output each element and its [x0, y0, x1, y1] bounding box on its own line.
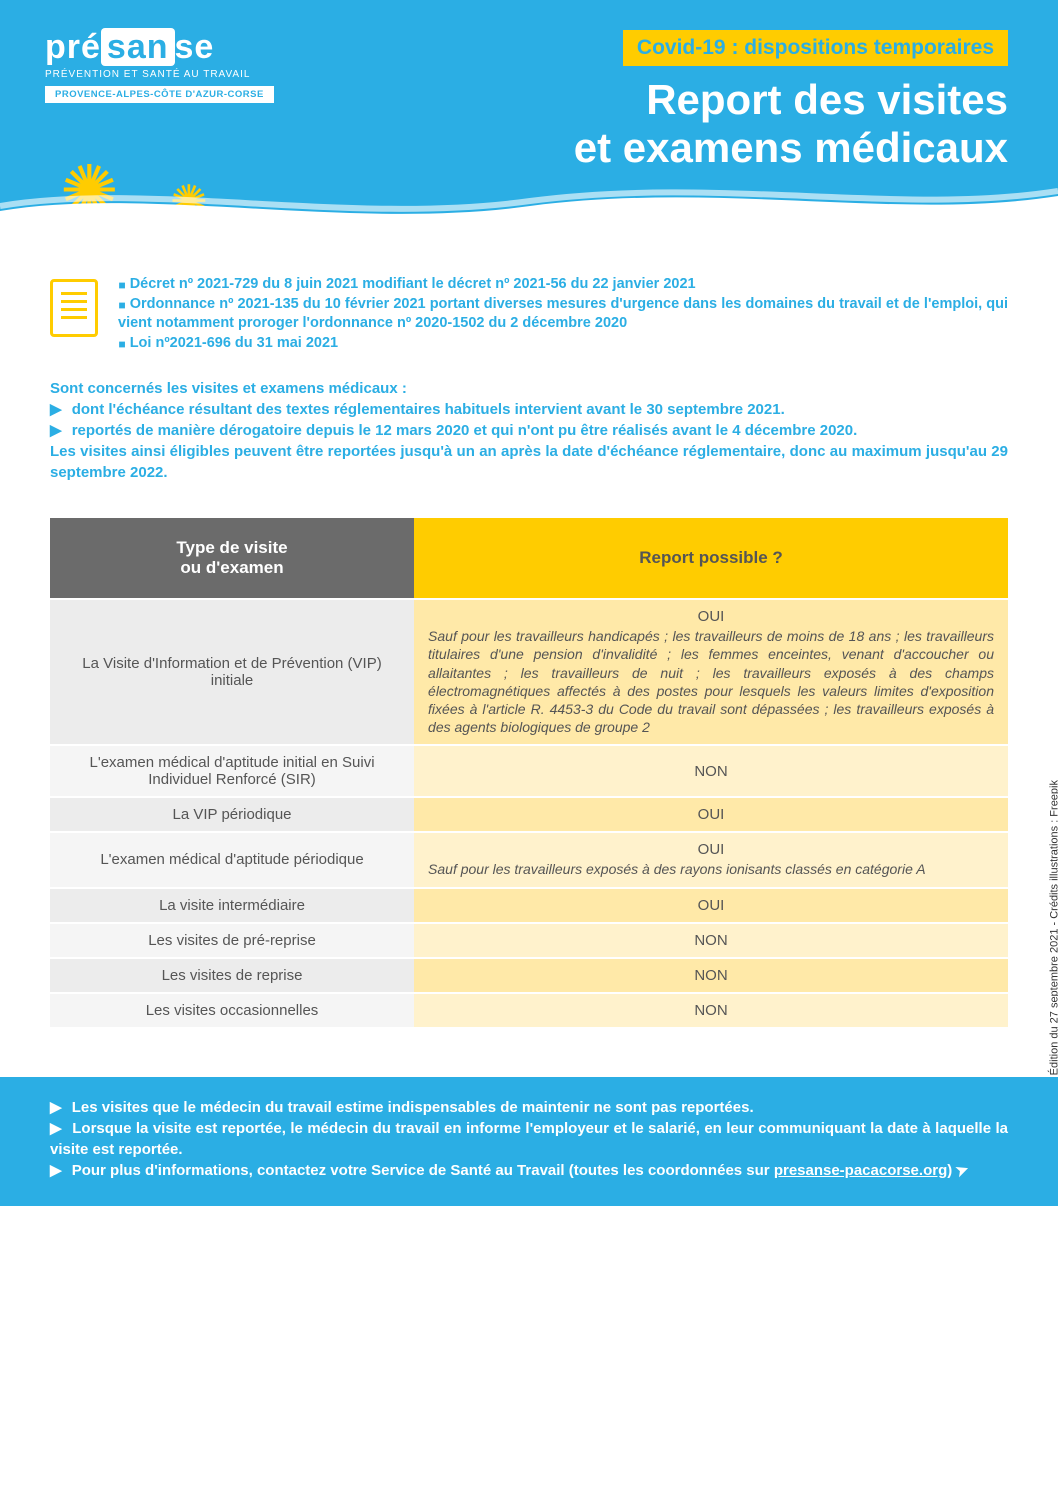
wave-divider: [0, 176, 1058, 226]
decree-item: Loi nº2021-696 du 31 mai 2021: [130, 335, 338, 351]
logo-pre: pré: [45, 28, 101, 66]
visit-type-cell: Les visites de reprise: [50, 958, 414, 993]
logo-san: san: [101, 28, 175, 66]
footer-bullet-post: ): [947, 1162, 952, 1179]
covid-badge: Covid-19 : dispositions temporaires: [623, 30, 1008, 66]
logo-region: PROVENCE-ALPES-CÔTE D'AZUR-CORSE: [45, 86, 274, 103]
footer-bullet: Les visites que le médecin du travail es…: [72, 1099, 754, 1116]
visit-type-cell: L'examen médical d'aptitude périodique: [50, 832, 414, 887]
visit-type-cell: La visite intermédiaire: [50, 888, 414, 923]
report-possible-cell: NON: [414, 923, 1008, 958]
table-header-type: Type de visite ou d'examen: [50, 518, 414, 599]
table-row: L'examen médical d'aptitude initial en S…: [50, 745, 1008, 797]
decree-list: ◆Décret nº 2021-729 du 8 juin 2021 modif…: [118, 275, 1008, 353]
report-possible-cell: OUI: [414, 797, 1008, 832]
table-header-report: Report possible ?: [414, 518, 1008, 599]
page-title: Report des visites et examens médicaux: [574, 76, 1008, 173]
intro-lead: Sont concernés les visites et examens mé…: [50, 378, 1008, 399]
report-possible-cell: OUISauf pour les travailleurs exposés à …: [414, 832, 1008, 887]
report-possible-cell: NON: [414, 745, 1008, 797]
table-row: La visite intermédiaireOUI: [50, 888, 1008, 923]
visit-type-cell: Les visites de pré-reprise: [50, 923, 414, 958]
footer-bullet: Lorsque la visite est reportée, le médec…: [50, 1120, 1008, 1158]
table-row: Les visites de repriseNON: [50, 958, 1008, 993]
side-credit: Édition du 27 septembre 2021 - Crédits i…: [1048, 780, 1058, 1075]
table-row: La VIP périodiqueOUI: [50, 797, 1008, 832]
visit-type-cell: La VIP périodique: [50, 797, 414, 832]
intro-bullet: dont l'échéance résultant des textes rég…: [72, 401, 785, 418]
decree-item: Décret nº 2021-729 du 8 juin 2021 modifi…: [130, 276, 696, 292]
table-row: Les visites occasionnellesNON: [50, 993, 1008, 1027]
decree-item: Ordonnance nº 2021-135 du 10 février 202…: [118, 296, 1008, 332]
logo-se: se: [175, 28, 215, 66]
intro-bullet: reportés de manière dérogatoire depuis l…: [72, 422, 858, 439]
report-possible-cell: NON: [414, 993, 1008, 1027]
title-line-2: et examens médicaux: [574, 124, 1008, 171]
intro-tail: Les visites ainsi éligibles peuvent être…: [50, 441, 1008, 483]
table-row: L'examen médical d'aptitude périodiqueOU…: [50, 832, 1008, 887]
decree-box: ◆Décret nº 2021-729 du 8 juin 2021 modif…: [50, 275, 1008, 353]
document-icon: [50, 279, 98, 337]
header: présanse PRÉVENTION ET SANTÉ AU TRAVAIL …: [0, 0, 1058, 225]
visits-table: Type de visite ou d'examen Report possib…: [50, 518, 1008, 1026]
cursor-icon: ➤: [953, 1158, 972, 1182]
visit-type-cell: Les visites occasionnelles: [50, 993, 414, 1027]
footer-link[interactable]: presanse-pacacorse.org: [774, 1162, 947, 1179]
intro-text: Sont concernés les visites et examens mé…: [50, 378, 1008, 483]
title-line-1: Report des visites: [646, 76, 1008, 123]
report-possible-cell: NON: [414, 958, 1008, 993]
footer-box: ▶ Les visites que le médecin du travail …: [0, 1077, 1058, 1206]
footer-bullet-pre: Pour plus d'informations, contactez votr…: [72, 1162, 774, 1179]
table-row: La Visite d'Information et de Prévention…: [50, 599, 1008, 745]
logo-subtitle: PRÉVENTION ET SANTÉ AU TRAVAIL: [45, 69, 274, 80]
visit-type-cell: L'examen médical d'aptitude initial en S…: [50, 745, 414, 797]
table-row: Les visites de pré-repriseNON: [50, 923, 1008, 958]
report-possible-cell: OUI: [414, 888, 1008, 923]
logo: présanse PRÉVENTION ET SANTÉ AU TRAVAIL …: [45, 28, 274, 103]
visit-type-cell: La Visite d'Information et de Prévention…: [50, 599, 414, 745]
report-possible-cell: OUISauf pour les travailleurs handicapés…: [414, 599, 1008, 745]
